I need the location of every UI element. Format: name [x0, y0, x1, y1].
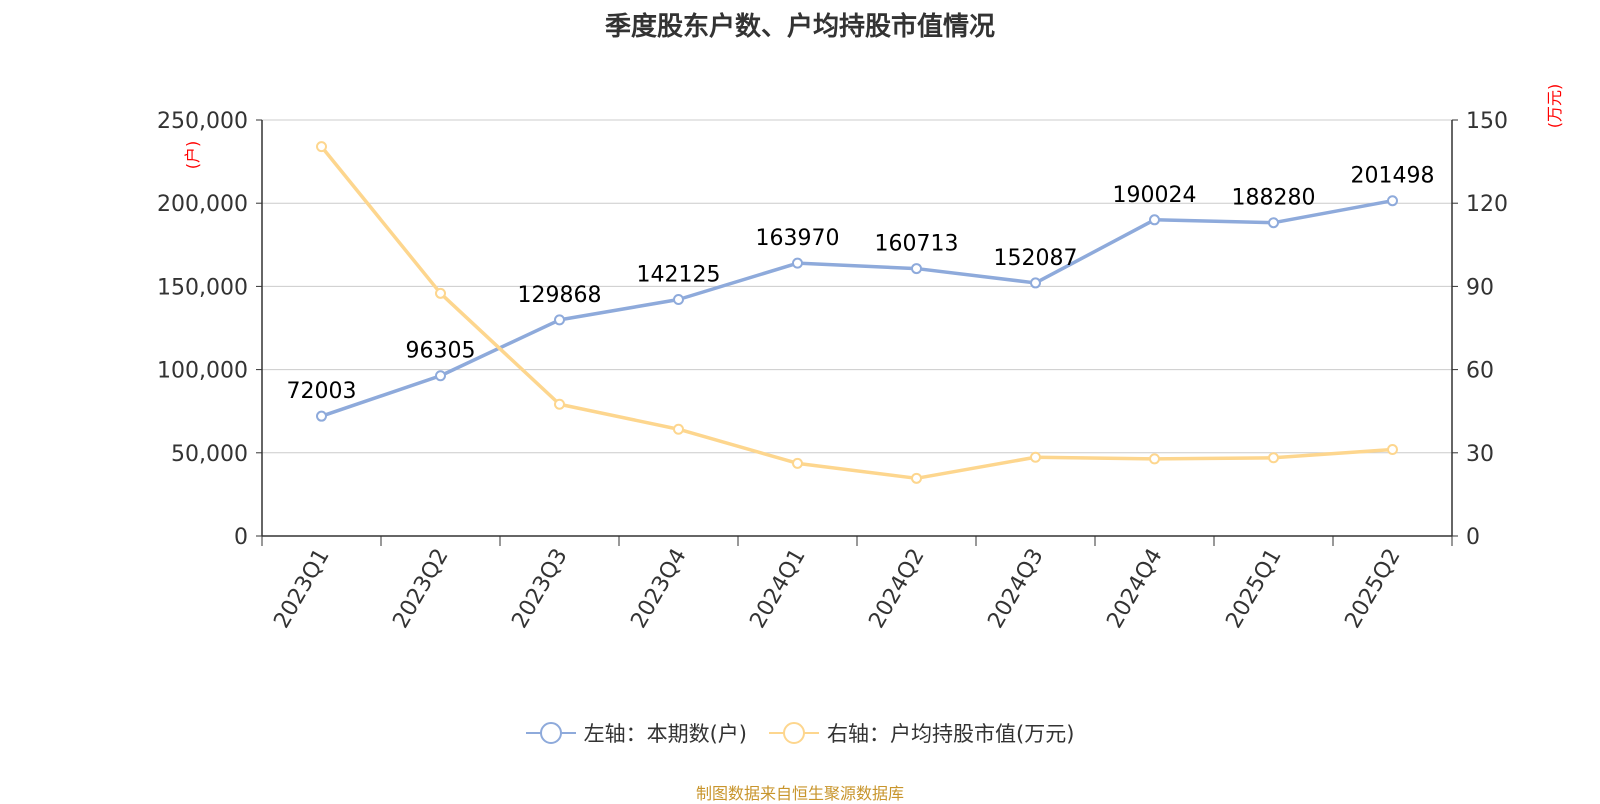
left-axis-tick-label: 100,000	[157, 359, 248, 384]
right-axis-tick-label: 60	[1466, 359, 1494, 384]
data-point	[1387, 443, 1398, 455]
right-axis-tick-label: 150	[1466, 109, 1508, 134]
data-point	[1268, 452, 1279, 464]
left-axis-tick-label: 250,000	[157, 109, 248, 134]
data-point	[435, 370, 446, 382]
x-axis-tick-label: 2025Q1	[1221, 545, 1286, 633]
left-axis-tick-label: 200,000	[157, 192, 248, 217]
x-axis-tick-label: 2024Q4	[1102, 545, 1167, 633]
data-point	[673, 294, 684, 306]
x-axis-tick-label: 2023Q1	[269, 545, 334, 633]
chart-title: 季度股东户数、户均持股市值情况	[604, 12, 995, 42]
legend-item-avg-value[interactable]: 右轴：户均持股市值(万元)	[769, 718, 1074, 748]
series-line-1	[320, 198, 1393, 418]
data-label: 142125	[637, 263, 721, 288]
data-label: 163970	[756, 226, 840, 251]
left-axis-tick-label: 150,000	[157, 275, 248, 300]
legend: 左轴：本期数(户) 右轴：户均持股市值(万元)	[0, 718, 1600, 748]
legend-line-icon	[525, 721, 576, 745]
data-point	[1268, 217, 1279, 229]
left-axis-label: (户)	[183, 141, 202, 170]
data-point	[1149, 453, 1160, 465]
right-axis-tick-label: 0	[1466, 525, 1480, 550]
legend-line-icon	[769, 721, 819, 745]
legend-item-households[interactable]: 左轴：本期数(户)	[525, 718, 747, 748]
data-point	[1030, 277, 1041, 289]
data-point	[316, 410, 327, 422]
data-label: 188280	[1232, 186, 1316, 211]
source-note: 制图数据来自恒生聚源数据库	[695, 784, 904, 803]
data-label: 96305	[406, 339, 476, 364]
right-axis-tick-label: 90	[1466, 275, 1494, 300]
data-point	[1149, 214, 1160, 226]
x-axis-tick-label: 2025Q2	[1340, 545, 1405, 633]
x-axis-tick-label: 2023Q2	[388, 545, 453, 633]
x-axis-tick-label: 2023Q3	[507, 545, 572, 633]
legend-label-households: 左轴：本期数(户)	[583, 722, 747, 746]
right-axis-tick-label: 30	[1466, 442, 1494, 467]
data-label: 160713	[875, 232, 959, 257]
right-axis-tick-label: 120	[1466, 192, 1508, 217]
data-point	[792, 257, 803, 269]
left-axis-tick-label: 0	[234, 525, 248, 550]
series-line-2	[320, 145, 1393, 481]
x-axis-tick-label: 2024Q2	[864, 545, 929, 633]
data-point	[316, 141, 327, 153]
data-point	[673, 423, 684, 435]
data-point	[554, 398, 565, 410]
data-label: 129868	[518, 283, 602, 308]
data-point	[1030, 451, 1041, 463]
x-axis-tick-label: 2024Q1	[745, 545, 810, 633]
data-label: 190024	[1113, 183, 1197, 208]
data-point	[911, 263, 922, 275]
data-label: 201498	[1351, 164, 1435, 189]
data-point	[554, 314, 565, 326]
x-axis-tick-label: 2024Q3	[983, 545, 1048, 633]
data-label: 72003	[287, 379, 357, 404]
data-point	[792, 457, 803, 469]
data-label: 152087	[994, 246, 1078, 271]
data-point	[435, 287, 446, 299]
data-point	[1387, 195, 1398, 207]
legend-label-avg-value: 右轴：户均持股市值(万元)	[827, 722, 1075, 746]
x-axis-tick-label: 2023Q4	[626, 545, 691, 633]
right-axis-label: (万元)	[1545, 84, 1564, 129]
left-axis-tick-label: 50,000	[171, 442, 248, 467]
data-point	[911, 472, 922, 484]
